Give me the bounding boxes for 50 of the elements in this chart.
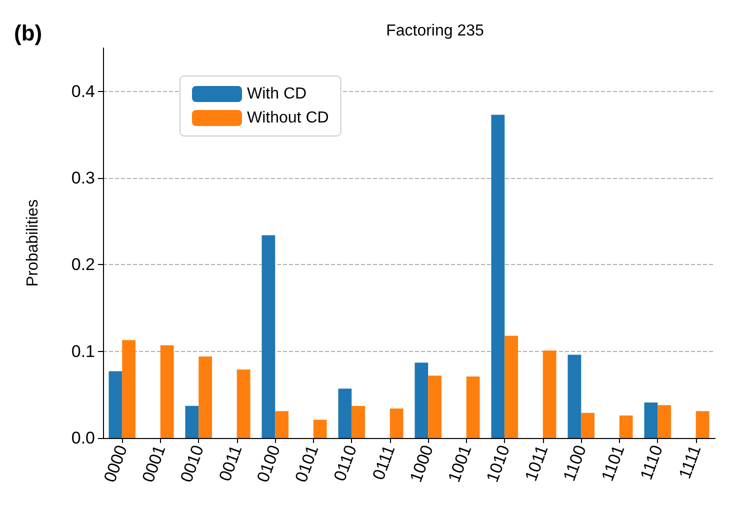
bar [198, 356, 212, 438]
bar [696, 411, 710, 438]
x-tick-label: 0110 [330, 442, 361, 484]
x-tick-label: 0010 [176, 442, 208, 485]
y-tick-label: 0.2 [71, 255, 95, 274]
x-tick-label: 1010 [482, 442, 514, 485]
y-tick-label: 0.1 [71, 342, 95, 361]
x-tick-label: 0000 [100, 442, 132, 485]
legend-label: With CD [247, 86, 307, 102]
bar [122, 340, 136, 438]
x-tick-label: 0001 [138, 442, 170, 485]
bar [262, 235, 276, 438]
x-tick-label: 1110 [636, 442, 667, 482]
x-tick-label: 0101 [292, 442, 322, 485]
x-tick-label: 1111 [675, 442, 705, 482]
bar [236, 370, 250, 438]
text: (b) [14, 20, 42, 46]
y-tick-label: 0.0 [71, 428, 95, 448]
bar [568, 354, 582, 438]
y-axis-title: Probabilities [24, 199, 42, 287]
x-tick-label: 0100 [253, 442, 284, 485]
bar [658, 405, 672, 438]
bar [542, 350, 556, 438]
x-tick-label: 1000 [406, 442, 438, 485]
bar [644, 402, 658, 438]
chart-title: Factoring 235 [386, 22, 484, 40]
bar [338, 388, 352, 438]
x-tick-label: 0011 [215, 442, 246, 484]
bar [275, 411, 289, 438]
bar [108, 371, 122, 438]
bar [313, 420, 327, 438]
x-tick-label: 1001 [444, 442, 476, 485]
bar [581, 412, 595, 438]
bar [352, 406, 366, 438]
bar [466, 376, 480, 438]
bar [390, 408, 404, 438]
bar [414, 362, 428, 438]
bar [491, 114, 505, 438]
legend-label: Without CD [247, 110, 329, 126]
bar [428, 376, 442, 438]
x-tick-label: 0111 [368, 442, 399, 482]
x-tick-label: 1011 [521, 442, 552, 484]
y-tick-label: 0.4 [71, 82, 95, 101]
bar [504, 336, 518, 438]
bar [160, 345, 174, 438]
x-tick-label: 1100 [560, 442, 590, 484]
bar [619, 415, 633, 438]
y-tick-label: 0.3 [71, 168, 95, 188]
bar [185, 406, 199, 438]
x-tick-label: 1101 [598, 442, 628, 484]
